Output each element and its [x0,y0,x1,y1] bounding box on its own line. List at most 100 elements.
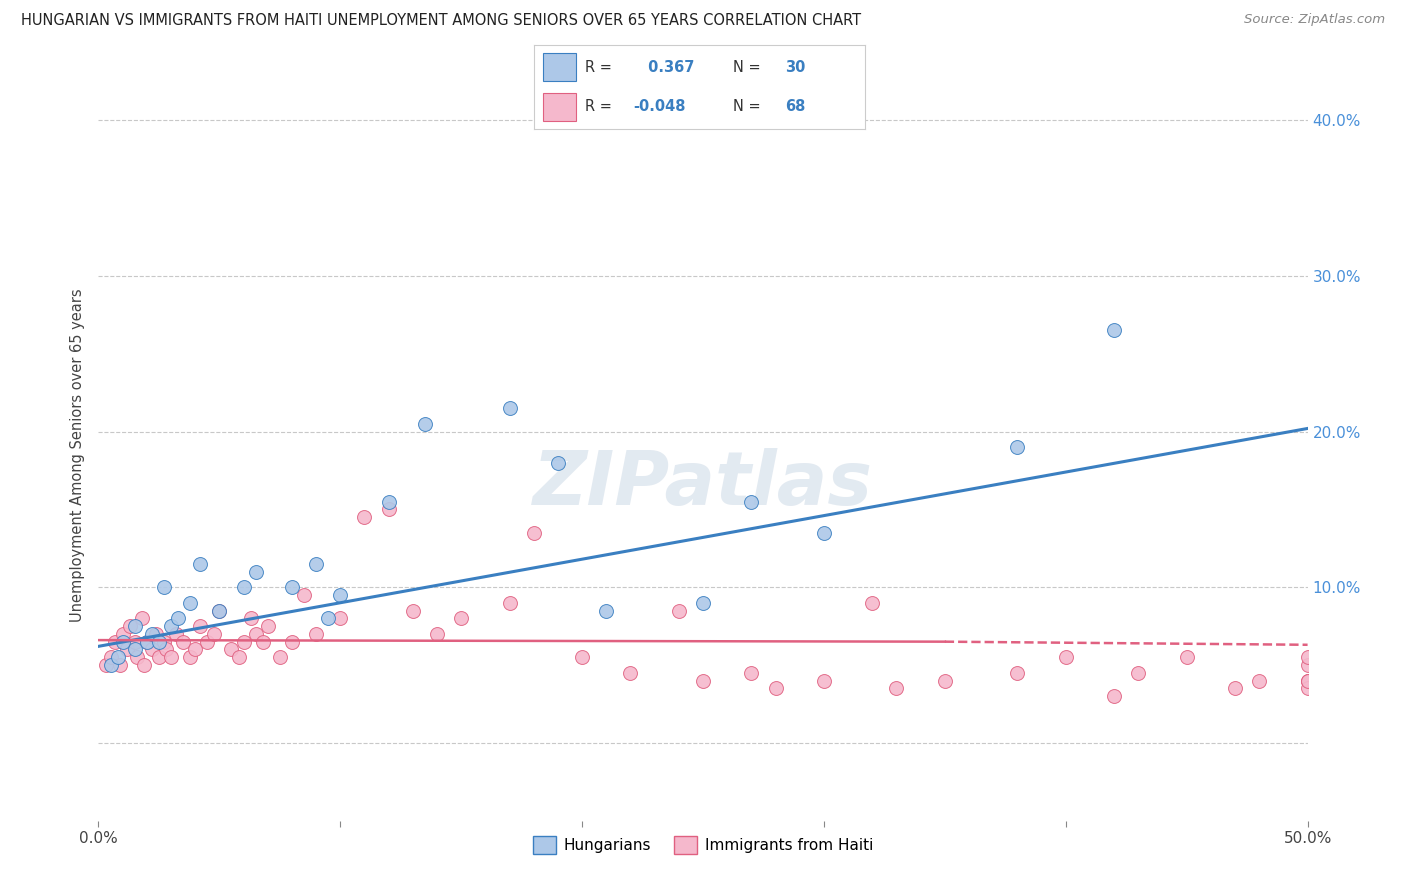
Text: 68: 68 [786,99,806,114]
Point [498,596,520,610]
Point [107,650,129,665]
FancyBboxPatch shape [543,93,575,120]
Text: HUNGARIAN VS IMMIGRANTS FROM HAITI UNEMPLOYMENT AMONG SENIORS OVER 65 YEARS CORR: HUNGARIAN VS IMMIGRANTS FROM HAITI UNEMP… [21,13,862,29]
Text: N =: N = [733,60,761,75]
Point [94,658,117,673]
Point [188,619,211,633]
Point [184,642,207,657]
Point [292,588,315,602]
Text: R =: R = [585,99,613,114]
Point [740,665,762,680]
Point [740,494,762,508]
Point [316,611,339,625]
Point [179,650,201,665]
Point [1296,658,1319,673]
Point [145,627,167,641]
Point [1296,673,1319,688]
Point [135,634,157,648]
Point [195,634,218,648]
Point [329,611,352,625]
Point [104,634,127,648]
Point [100,650,122,665]
Point [1296,681,1319,696]
Point [165,627,187,641]
Point [692,596,714,610]
Point [124,619,146,633]
Point [148,634,170,648]
Point [860,596,883,610]
Point [252,634,274,648]
Point [329,588,352,602]
Point [1249,673,1271,688]
Point [208,603,231,617]
Point [765,681,787,696]
Point [172,634,194,648]
Point [208,603,231,617]
Point [377,502,399,516]
Point [1223,681,1246,696]
Point [619,665,641,680]
Point [228,650,250,665]
Point [239,611,262,625]
Point [281,580,304,594]
Point [426,627,449,641]
Point [1128,665,1150,680]
Point [886,681,908,696]
Point [221,642,243,657]
Point [571,650,593,665]
Point [111,627,134,641]
Point [124,642,146,657]
Point [134,658,156,673]
Text: Source: ZipAtlas.com: Source: ZipAtlas.com [1244,13,1385,27]
Point [305,557,328,571]
Point [256,619,278,633]
Point [934,673,956,688]
Point [595,603,617,617]
Point [111,634,134,648]
Point [108,658,131,673]
Point [131,611,153,625]
Text: 0.367: 0.367 [644,60,695,75]
Point [160,650,183,665]
Point [135,634,157,648]
Point [813,525,835,540]
Point [281,634,304,648]
Text: -0.048: -0.048 [633,99,686,114]
Text: R =: R = [585,60,613,75]
Point [1175,650,1198,665]
Point [204,627,226,641]
Point [152,634,174,648]
Point [523,525,546,540]
Point [141,627,163,641]
Point [141,642,163,657]
Point [148,650,170,665]
Point [413,417,436,431]
Point [269,650,291,665]
Point [547,456,569,470]
Y-axis label: Unemployment Among Seniors over 65 years: Unemployment Among Seniors over 65 years [70,288,86,622]
Text: N =: N = [733,99,761,114]
Point [124,634,146,648]
Point [117,642,139,657]
Point [118,619,141,633]
Point [127,650,149,665]
Point [167,611,190,625]
Point [232,580,254,594]
Point [498,401,520,416]
Point [188,557,211,571]
Point [1296,673,1319,688]
Text: ZIPatlas: ZIPatlas [533,448,873,521]
Point [179,596,201,610]
Point [232,634,254,648]
Point [152,580,174,594]
Point [377,494,399,508]
Point [353,510,375,524]
Point [1102,689,1125,703]
Point [305,627,328,641]
Point [100,658,122,673]
Text: 30: 30 [786,60,806,75]
Point [1007,440,1029,454]
Point [155,642,177,657]
Point [668,603,690,617]
Point [450,611,472,625]
